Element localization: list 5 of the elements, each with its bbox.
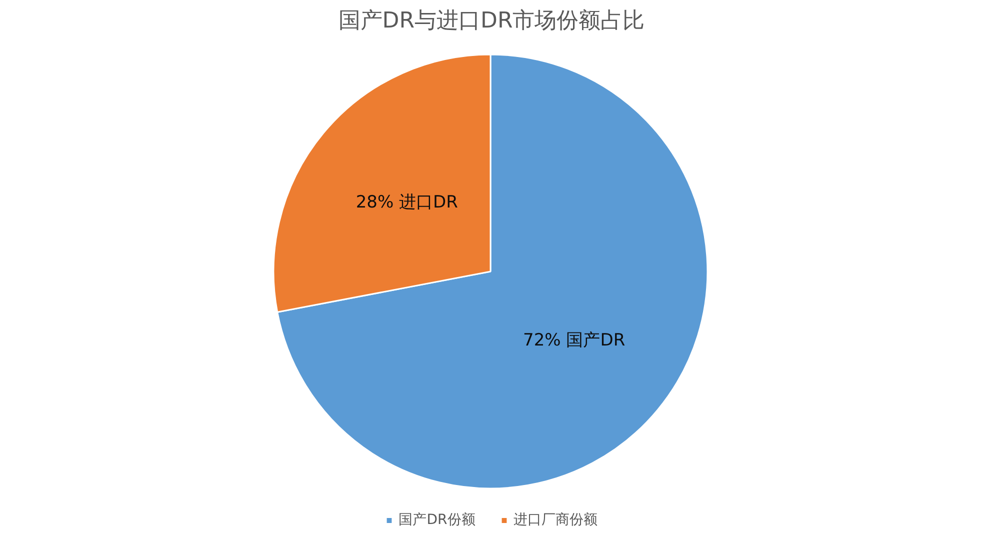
legend-label: 国产DR份额 bbox=[398, 511, 476, 529]
data-label: 72% 国产DR bbox=[523, 330, 626, 351]
data-label: 28% 进口DR bbox=[356, 192, 458, 212]
chart-title: 国产DR与进口DR市场份额占比 bbox=[338, 8, 645, 34]
legend-label: 进口厂商份额 bbox=[513, 511, 598, 529]
